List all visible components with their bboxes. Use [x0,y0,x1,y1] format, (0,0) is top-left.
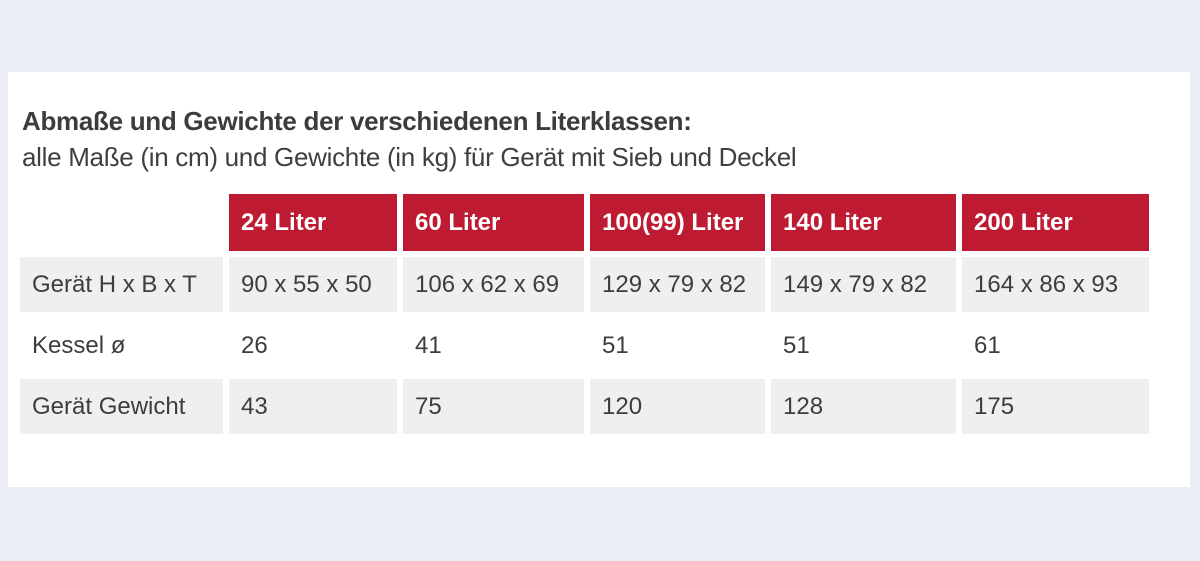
table-cell: 120 [590,379,765,434]
table-cell: 149 x 79 x 82 [771,257,956,312]
row-label-cell: Gerät Gewicht [20,379,223,434]
column-header-100-99-liter: 100(99) Liter [590,194,765,251]
table-cell: 61 [962,318,1149,373]
table-cell: 41 [403,318,584,373]
table-cell: 51 [771,318,956,373]
row-label-cell: Kessel ø [20,318,223,373]
page-subtitle: alle Maße (in cm) und Gewichte (in kg) f… [22,142,797,172]
table-cell: 43 [229,379,397,434]
table-cell: 90 x 55 x 50 [229,257,397,312]
column-header-200-liter: 200 Liter [962,194,1149,251]
table-cell: 106 x 62 x 69 [403,257,584,312]
table-cell: 26 [229,318,397,373]
table-row-kessel-durchmesser: Kessel ø 26 41 51 51 61 [20,318,1149,373]
column-header-60-liter: 60 Liter [403,194,584,251]
column-header-24-liter: 24 Liter [229,194,397,251]
table-cell: 129 x 79 x 82 [590,257,765,312]
spec-table: 24 Liter 60 Liter 100(99) Liter 140 Lite… [14,188,1155,440]
content-panel: Abmaße und Gewichte der verschiedenen Li… [8,72,1190,487]
row-label-cell: Gerät H x B x T [20,257,223,312]
table-row-geraet-hbt: Gerät H x B x T 90 x 55 x 50 106 x 62 x … [20,257,1149,312]
corner-cell [20,194,223,251]
table-cell: 164 x 86 x 93 [962,257,1149,312]
table-cell: 128 [771,379,956,434]
table-cell: 75 [403,379,584,434]
table-cell: 175 [962,379,1149,434]
table-cell: 51 [590,318,765,373]
page-title: Abmaße und Gewichte der verschiedenen Li… [22,106,692,136]
table-header-row: 24 Liter 60 Liter 100(99) Liter 140 Lite… [20,194,1149,251]
table-row-geraet-gewicht: Gerät Gewicht 43 75 120 128 175 [20,379,1149,434]
column-header-140-liter: 140 Liter [771,194,956,251]
